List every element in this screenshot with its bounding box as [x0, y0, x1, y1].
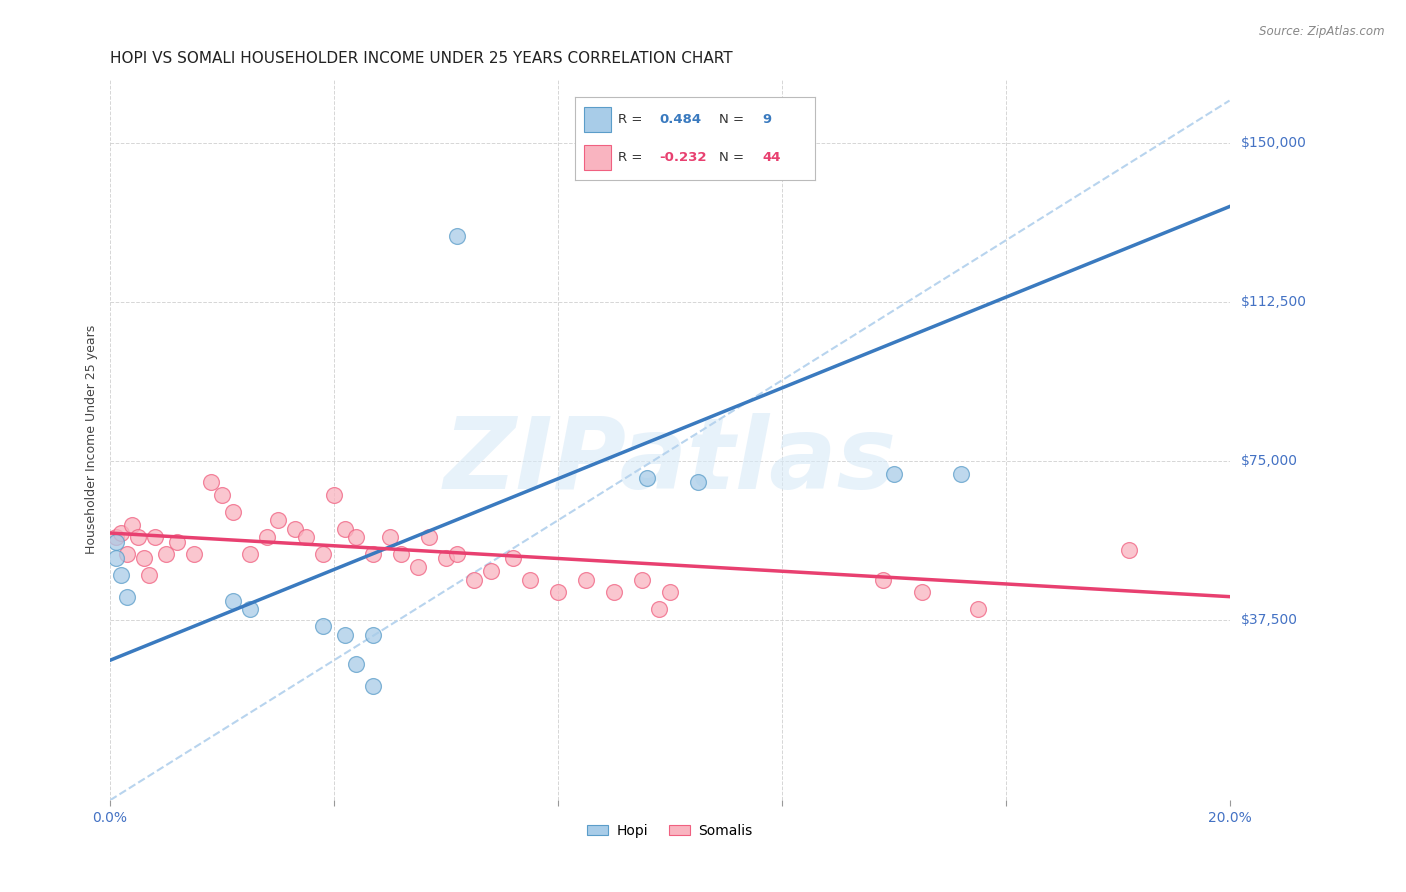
Point [211, 488, 233, 502]
Point [361, 628, 384, 642]
Point [239, 602, 262, 616]
Point [479, 564, 502, 578]
Text: $150,000: $150,000 [1240, 136, 1306, 150]
Point [636, 471, 658, 485]
Point [200, 475, 222, 490]
Point [378, 530, 401, 544]
Text: Source: ZipAtlas.com: Source: ZipAtlas.com [1260, 25, 1385, 38]
Point [115, 547, 138, 561]
Point [104, 534, 127, 549]
Point [143, 530, 166, 544]
Point [966, 602, 988, 616]
Point [872, 573, 894, 587]
Point [166, 534, 188, 549]
Point [284, 522, 307, 536]
Point [389, 547, 412, 561]
Point [335, 522, 357, 536]
Point [222, 505, 245, 519]
Point [127, 530, 149, 544]
Point [1118, 543, 1140, 558]
Point [267, 513, 290, 527]
Legend: Hopi, Somalis: Hopi, Somalis [582, 819, 758, 844]
Point [115, 590, 138, 604]
Point [183, 547, 205, 561]
Point [239, 547, 262, 561]
Point [295, 530, 318, 544]
Text: $112,500: $112,500 [1240, 295, 1306, 309]
Point [155, 547, 177, 561]
Point [686, 475, 709, 490]
Point [406, 560, 429, 574]
Point [446, 229, 468, 244]
Point [104, 530, 127, 544]
Point [361, 679, 384, 693]
Point [138, 568, 160, 582]
Point [911, 585, 934, 599]
Point [344, 530, 367, 544]
Point [658, 585, 681, 599]
Point [575, 573, 598, 587]
Point [463, 573, 485, 587]
Point [502, 551, 524, 566]
Point [446, 547, 468, 561]
Point [121, 517, 143, 532]
Point [222, 594, 245, 608]
Point [110, 526, 132, 541]
Point [647, 602, 669, 616]
Text: ZIPatlas: ZIPatlas [443, 413, 897, 510]
Point [603, 585, 626, 599]
Point [883, 467, 905, 481]
Text: $37,500: $37,500 [1240, 613, 1298, 627]
Point [110, 568, 132, 582]
Point [312, 619, 335, 633]
Point [434, 551, 457, 566]
Y-axis label: Householder Income Under 25 years: Householder Income Under 25 years [86, 326, 98, 555]
Point [256, 530, 278, 544]
Point [547, 585, 569, 599]
Point [418, 530, 440, 544]
Point [361, 547, 384, 561]
Point [630, 573, 652, 587]
Point [104, 551, 127, 566]
Point [335, 628, 357, 642]
Point [344, 657, 367, 672]
Text: $75,000: $75,000 [1240, 454, 1298, 468]
Point [949, 467, 972, 481]
Point [132, 551, 155, 566]
Point [323, 488, 346, 502]
Point [519, 573, 541, 587]
Point [312, 547, 335, 561]
Text: HOPI VS SOMALI HOUSEHOLDER INCOME UNDER 25 YEARS CORRELATION CHART: HOPI VS SOMALI HOUSEHOLDER INCOME UNDER … [110, 51, 733, 66]
